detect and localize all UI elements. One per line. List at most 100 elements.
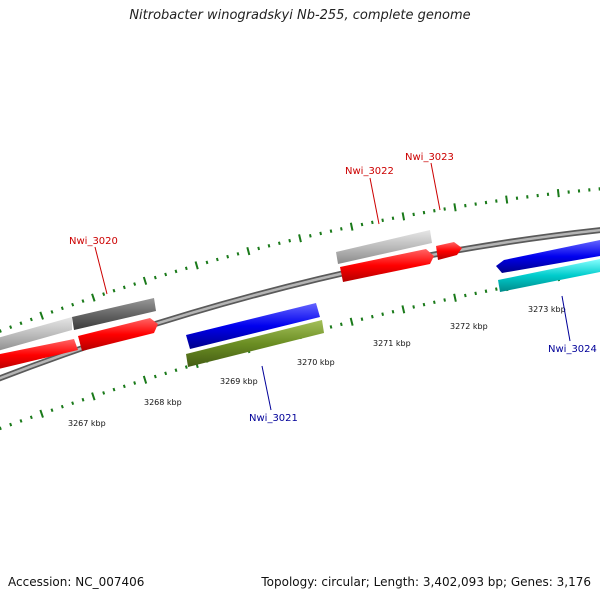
cog-bar-dark-gray[interactable] (72, 298, 156, 330)
outer-tick-45 (453, 203, 457, 212)
outer-tick-3 (19, 321, 23, 326)
scale-label-3269: 3269 kbp (220, 377, 258, 386)
inner-tick-46 (464, 293, 467, 298)
genome-stats-label: Topology: circular; Length: 3,402,093 bp… (261, 575, 591, 589)
inner-tick-10 (91, 392, 96, 401)
outer-tick-5 (39, 311, 44, 320)
inner-tick-44 (443, 298, 446, 302)
outer-tick-24 (236, 252, 240, 256)
scale-labels: 3267 kbp 3268 kbp 3269 kbp 3270 kbp 3271… (68, 305, 566, 428)
inner-tick-47 (474, 291, 477, 296)
outer-tick-43 (433, 209, 436, 213)
outer-tick-23 (226, 254, 230, 259)
gene-label-nwi-3024[interactable]: Nwi_3024 (548, 344, 597, 355)
gene-label-nwi-3023[interactable]: Nwi_3023 (405, 152, 454, 163)
outer-tick-28 (277, 241, 281, 246)
outer-tick-29 (288, 238, 292, 243)
cog-bar-cyan-3024[interactable] (498, 259, 600, 292)
outer-tick-9 (81, 299, 85, 303)
outer-tick-40 (401, 212, 406, 221)
outer-tick-55 (556, 189, 560, 198)
outer-tick-44 (443, 207, 446, 211)
inner-tick-3 (19, 419, 23, 423)
outer-tick-2 (9, 325, 13, 329)
outer-tick-41 (412, 212, 415, 217)
gene-leader-lines (94, 162, 571, 411)
outer-tick-1 (0, 329, 2, 333)
cds-bar-red-left[interactable] (0, 339, 78, 371)
inner-tick-16 (153, 374, 157, 379)
inner-tick-4 (29, 415, 33, 420)
inner-tick-40 (401, 305, 406, 314)
inner-tick-2 (9, 422, 13, 427)
inner-tick-8 (71, 401, 75, 406)
inner-tick-34 (339, 322, 343, 327)
cog-bar-olive-3021[interactable] (186, 320, 324, 367)
leader-line-3024 (561, 295, 571, 342)
outer-tick-26 (257, 246, 261, 251)
cds-arrow-red-3020[interactable] (78, 318, 158, 351)
outer-tick-34 (340, 227, 343, 231)
scale-label-3268: 3268 kbp (144, 398, 182, 407)
accession-label: Accession: NC_007406 (8, 575, 145, 589)
outer-tick-18 (174, 269, 178, 274)
inner-tick-12 (112, 387, 116, 392)
inner-tick-42 (422, 302, 426, 307)
inner-tick-1 (0, 426, 2, 431)
gene-label-nwi-3022[interactable]: Nwi_3022 (345, 166, 394, 177)
outer-tick-7 (60, 306, 64, 311)
reverse-strand-features (186, 240, 600, 367)
outer-tick-13 (122, 285, 126, 290)
inner-tick-17 (164, 371, 168, 376)
leader-line-3021 (261, 365, 272, 411)
outer-tick-4 (29, 317, 33, 322)
cds-arrow-red-3022[interactable] (340, 249, 434, 282)
outer-tick-27 (267, 244, 271, 248)
inner-tick-41 (412, 305, 415, 309)
inner-tick-19 (184, 365, 188, 369)
outer-tick-17 (164, 272, 168, 277)
outer-tick-33 (329, 229, 333, 233)
outer-tick-20 (194, 261, 199, 270)
outer-tick-12 (112, 288, 116, 293)
outer-tick-6 (50, 310, 54, 314)
inner-tick-48 (484, 289, 488, 293)
outer-tick-32 (319, 231, 322, 236)
outer-tick-37 (371, 220, 374, 225)
outer-tick-35 (349, 222, 354, 231)
cog-bar-light-gray-left[interactable] (0, 317, 72, 353)
outer-tick-16 (153, 275, 157, 280)
leader-line-3023 (430, 162, 441, 211)
scale-label-3270: 3270 kbp (297, 358, 335, 367)
inner-tick-6 (50, 408, 54, 413)
inner-tick-18 (174, 368, 178, 373)
gene-label-nwi-3020[interactable]: Nwi_3020 (69, 236, 118, 247)
forward-strand-features (0, 230, 462, 371)
inner-tick-38 (381, 312, 385, 316)
inner-tick-14 (133, 381, 137, 385)
cds-bar-blue-3021[interactable] (186, 303, 320, 349)
outer-tick-42 (422, 210, 426, 215)
leader-line-3020 (94, 246, 108, 295)
outer-tick-22 (215, 257, 219, 262)
inner-tick-15 (142, 375, 148, 384)
outer-tick-50 (505, 195, 509, 204)
cog-bar-light-gray-3022[interactable] (336, 230, 432, 264)
inner-tick-9 (81, 397, 85, 402)
inner-tick-5 (39, 409, 44, 418)
inner-tick-7 (60, 404, 64, 409)
cds-arrow-red-3023[interactable] (436, 242, 462, 260)
gene-label-nwi-3021[interactable]: Nwi_3021 (249, 413, 298, 424)
map-title: Nitrobacter winogradskyi Nb-255, complet… (129, 8, 471, 23)
cds-arrow-blue-3024[interactable] (496, 240, 600, 273)
scale-label-3273: 3273 kbp (528, 305, 566, 314)
inner-tick-11 (102, 391, 106, 395)
gene-labels: Nwi_3020 Nwi_3021 Nwi_3022 Nwi_3023 Nwi_… (69, 152, 597, 424)
outer-tick-30 (298, 234, 302, 243)
outer-tick-10 (91, 293, 96, 302)
outer-tick-8 (71, 302, 75, 307)
outer-tick-36 (360, 222, 364, 227)
outer-tick-31 (308, 234, 312, 238)
outer-tick-39 (391, 216, 395, 221)
